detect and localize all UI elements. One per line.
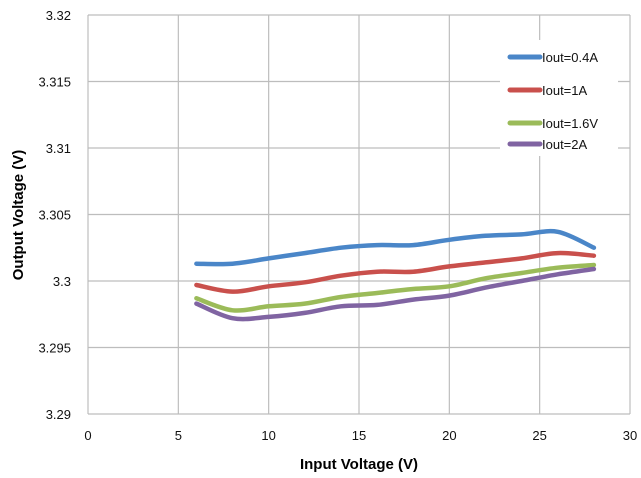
x-tick-label: 30 [623,428,637,443]
x-tick-label: 10 [261,428,275,443]
y-tick-label: 3.32 [46,8,71,23]
series-line-iout-0-4a [194,228,597,267]
series-line-iout-2a [194,266,597,322]
legend-label: Iout=2A [542,137,588,152]
y-tick-label: 3.29 [46,407,71,422]
grid-lines [87,14,631,415]
x-tick-label: 25 [532,428,546,443]
y-tick-label: 3.305 [38,208,71,223]
x-tick-label: 20 [442,428,456,443]
x-tick-label: 15 [352,428,366,443]
y-tick-label: 3.31 [46,141,71,156]
y-tick-label: 3.295 [38,341,71,356]
tick-labels: 0 5 10 15 20 25 30 3.29 3.295 3.3 3.305 3.31 3.315 3.… [38,8,637,443]
x-tick-label: 5 [175,428,182,443]
legend-label: Iout=0.4A [542,50,598,65]
series-line-iout-1-6v [194,262,597,313]
series-lines [194,228,597,322]
legend-label: Iout=1A [542,83,588,98]
y-tick-label: 3.315 [38,75,71,90]
x-axis-title: Input Voltage (V) [300,456,418,473]
legend-label: Iout=1.6V [542,116,598,131]
series-line-iout-1a [194,250,597,294]
x-tick-label: 0 [84,428,91,443]
y-axis-title: Output Voltage (V) [10,150,27,281]
y-tick-label: 3.3 [53,274,71,289]
legend: Iout=0.4A Iout=1A Iout=1.6V Iout=2A [500,40,618,156]
